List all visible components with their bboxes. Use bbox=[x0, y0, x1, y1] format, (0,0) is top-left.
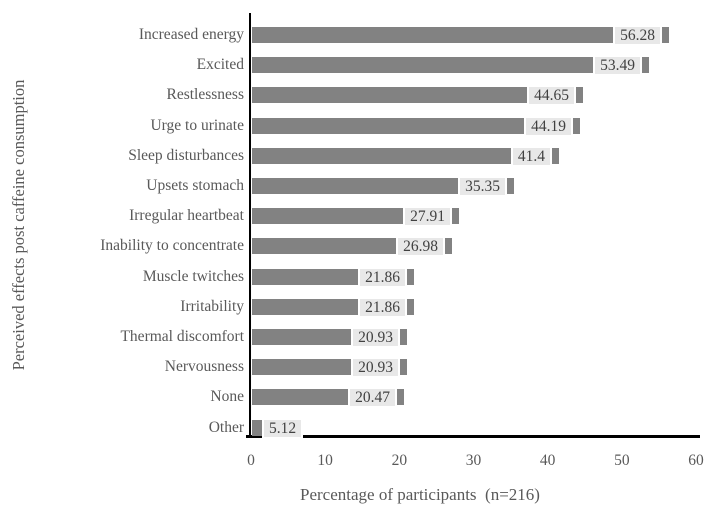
category-label: Excited bbox=[196, 56, 244, 73]
x-tick-label: 60 bbox=[688, 452, 704, 469]
bar bbox=[252, 27, 669, 43]
x-axis-title: Percentage of participants (n=216) bbox=[300, 485, 540, 504]
bar bbox=[252, 57, 649, 73]
value-label: 53.49 bbox=[593, 54, 642, 76]
value-label: 5.12 bbox=[262, 417, 304, 439]
bar bbox=[252, 87, 583, 103]
value-label: 20.47 bbox=[348, 386, 397, 408]
category-label: None bbox=[210, 388, 244, 405]
category-label: Nervousness bbox=[164, 358, 244, 375]
category-label: Sleep disturbances bbox=[128, 147, 244, 164]
bar bbox=[252, 118, 580, 134]
x-tick-label: 20 bbox=[391, 452, 408, 469]
x-tick-label: 50 bbox=[614, 452, 630, 469]
value-label: 27.91 bbox=[403, 205, 452, 227]
value-label: 20.93 bbox=[351, 356, 400, 378]
category-label: Other bbox=[208, 419, 244, 436]
category-label: Muscle twitches bbox=[142, 268, 244, 285]
value-label: 26.98 bbox=[396, 235, 445, 257]
x-tick-label: 40 bbox=[539, 452, 556, 469]
category-label: Irregular heartbeat bbox=[129, 207, 244, 224]
y-axis-line bbox=[249, 13, 251, 437]
category-label: Restlessness bbox=[166, 86, 245, 103]
category-label: Urge to urinate bbox=[150, 117, 244, 134]
x-tick-label: 10 bbox=[317, 452, 333, 469]
category-label: Thermal discomfort bbox=[120, 328, 244, 345]
value-label: 44.65 bbox=[527, 84, 576, 106]
value-label: 44.19 bbox=[524, 115, 573, 137]
value-label: 35.35 bbox=[458, 175, 507, 197]
category-label: Inability to concentrate bbox=[100, 237, 244, 254]
bar bbox=[252, 178, 514, 194]
value-label: 41.4 bbox=[510, 145, 552, 167]
bar bbox=[252, 148, 559, 164]
value-label: 20.93 bbox=[351, 326, 400, 348]
category-label: Upsets stomach bbox=[146, 177, 244, 194]
value-label: 21.86 bbox=[358, 266, 407, 288]
x-axis-line bbox=[246, 435, 700, 438]
value-label: 56.28 bbox=[613, 24, 662, 46]
x-tick-label: 0 bbox=[247, 452, 255, 469]
value-label: 21.86 bbox=[358, 296, 407, 318]
category-label: Irritability bbox=[180, 298, 244, 315]
x-tick-label: 30 bbox=[465, 452, 482, 469]
category-label: Increased energy bbox=[138, 26, 244, 43]
